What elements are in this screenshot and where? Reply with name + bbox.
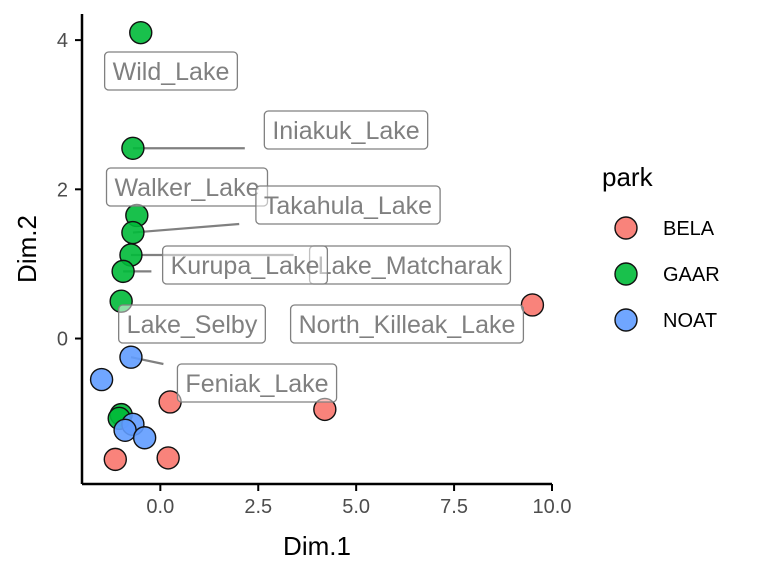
- data-point-noat: [132, 426, 157, 450]
- legend-label: NOAT: [663, 310, 717, 332]
- legend-key-noat: [614, 308, 638, 332]
- data-points: [89, 20, 545, 472]
- point-label-box: [118, 304, 266, 344]
- data-point-bela: [156, 446, 180, 470]
- point-label: Takahula_Lake: [255, 185, 441, 225]
- point-label-text: Walker_Lake: [115, 174, 260, 202]
- point-label: Walker_Lake: [105, 167, 269, 207]
- point-label-text: Kurupa_Lake: [171, 252, 320, 280]
- point-label: North_Killeak_Lake: [289, 304, 525, 344]
- point-label-box: [103, 51, 239, 91]
- plot-area: North_Killeak_Lake Wild_Lake Iniakuk_Lake W…: [89, 20, 545, 472]
- axes: 0.0 2.5 5.0 7.5 10.0 0 2 4: [57, 14, 571, 518]
- y-tick-label: 4: [57, 30, 68, 52]
- legend-items: BELA GAAR NOAT: [614, 216, 720, 332]
- x-tick-label: 0.0: [146, 496, 174, 518]
- point-label-text: Lake_Matcharak: [318, 252, 503, 280]
- point-label: Wild_Lake: [103, 51, 239, 91]
- legend-key-bela: [614, 216, 638, 240]
- point-label-text: North_Killeak_Lake: [299, 311, 516, 339]
- point-label-text: Lake_Selby: [127, 311, 258, 339]
- y-axis-ticks: 0 2 4: [57, 30, 82, 351]
- point-label: Iniakuk_Lake: [263, 110, 429, 150]
- point-label-box: [161, 245, 329, 285]
- point-labels: North_Killeak_Lake Wild_Lake Iniakuk_Lake W…: [103, 51, 525, 403]
- point-label-text: Iniakuk_Lake: [272, 117, 419, 145]
- point-label-box: [176, 363, 338, 403]
- data-point-gaar: [111, 259, 135, 284]
- y-tick-label: 0: [57, 329, 68, 351]
- point-label: Lake_Selby: [118, 304, 266, 344]
- data-point-bela: [103, 447, 127, 472]
- x-axis-ticks: 0.0 2.5 5.0 7.5 10.0: [146, 484, 571, 518]
- point-label-text: Feniak_Lake: [185, 370, 328, 398]
- data-point-noat: [89, 367, 114, 392]
- x-tick-label: 2.5: [244, 496, 272, 518]
- legend-label: BELA: [663, 218, 715, 240]
- legend: park BELA GAAR NOAT: [602, 162, 720, 332]
- data-point-bela: [520, 293, 545, 317]
- point-label-text: Takahula_Lake: [264, 192, 432, 220]
- point-label: Feniak_Lake: [176, 363, 338, 403]
- data-point-gaar: [121, 220, 145, 245]
- data-point-noat: [119, 345, 143, 369]
- x-axis-title: Dim.1: [283, 531, 351, 561]
- data-point-gaar: [129, 20, 153, 45]
- y-axis-title: Dim.2: [12, 215, 42, 283]
- point-label: Lake_Matcharak: [308, 245, 512, 285]
- data-point-gaar: [121, 136, 145, 160]
- point-label-box: [255, 185, 441, 225]
- y-tick-label: 2: [57, 179, 68, 201]
- x-tick-label: 5.0: [342, 496, 370, 518]
- x-tick-label: 7.5: [440, 496, 468, 518]
- point-label-box: [263, 110, 429, 150]
- point-label-box: [289, 304, 525, 344]
- x-tick-label: 10.0: [533, 496, 572, 518]
- point-label-text: Wild_Lake: [113, 58, 230, 86]
- label-connector: [132, 222, 240, 234]
- legend-title: park: [602, 162, 654, 192]
- point-label: Kurupa_Lake: [161, 245, 329, 285]
- legend-label: GAAR: [663, 264, 720, 286]
- data-point-noat: [113, 418, 137, 442]
- legend-key-gaar: [614, 262, 638, 286]
